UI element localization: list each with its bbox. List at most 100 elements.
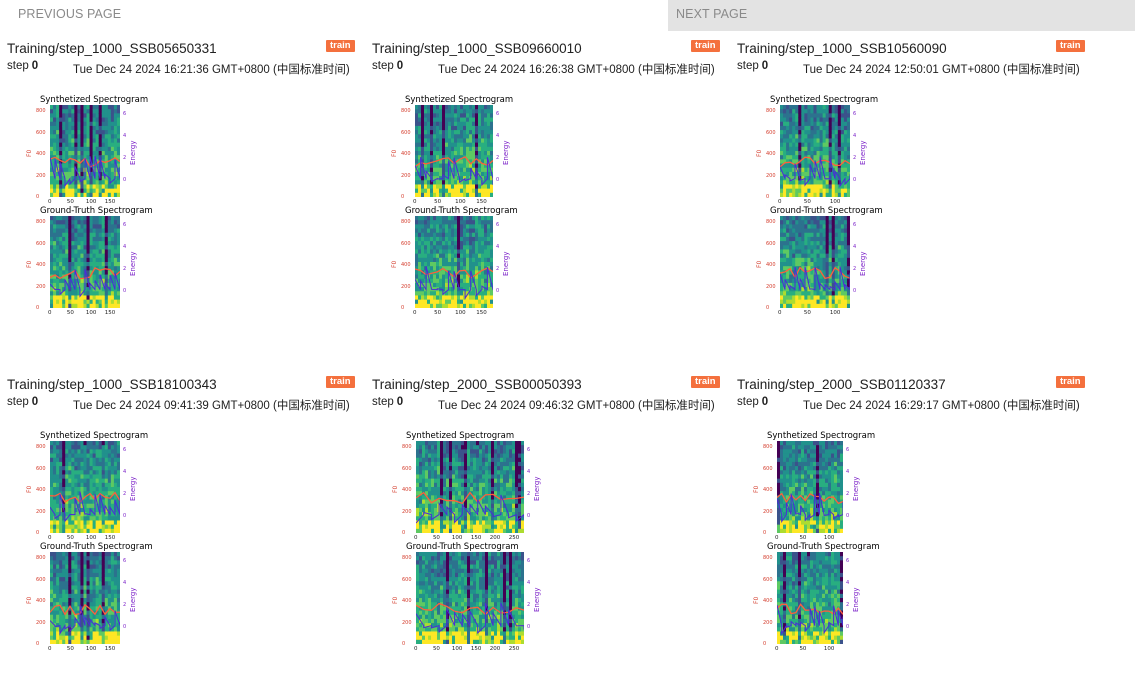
f0-tick-label: 400 xyxy=(766,262,776,268)
energy-axis-label: Energy xyxy=(852,476,860,501)
energy-tick-label: 4 xyxy=(123,469,126,475)
f0-tick-label: 200 xyxy=(36,173,46,179)
energy-tick-label: 6 xyxy=(123,447,126,453)
x-tick-label: 150 xyxy=(105,535,116,541)
next-page-button[interactable]: NEXT PAGE xyxy=(668,0,1135,31)
energy-axis-label: Energy xyxy=(129,587,137,612)
f0-axis-label: F0 xyxy=(753,597,760,604)
f0-axis-label: F0 xyxy=(392,597,399,604)
x-tick-label: 50 xyxy=(67,646,74,652)
step-value: 0 xyxy=(32,396,38,408)
subplot-title: Ground-Truth Spectrogram xyxy=(40,206,153,216)
subplot-title: Ground-Truth Spectrogram xyxy=(406,542,519,552)
f0-tick-label: 0 xyxy=(763,530,766,536)
x-tick-label: 0 xyxy=(48,199,52,205)
f0-tick-label: 400 xyxy=(402,487,412,493)
x-tick-label: 50 xyxy=(804,310,811,316)
run-tag-badge: train xyxy=(691,40,720,52)
f0-tick-label: 800 xyxy=(401,108,411,114)
x-tick-label: 100 xyxy=(455,199,466,205)
x-tick-label: 200 xyxy=(490,646,501,652)
f0-tick-label: 0 xyxy=(402,530,405,536)
f0-tick-label: 200 xyxy=(36,509,46,515)
x-tick-label: 100 xyxy=(824,535,835,541)
f0-tick-label: 600 xyxy=(402,577,412,583)
energy-tick-label: 4 xyxy=(846,580,849,586)
x-tick-label: 100 xyxy=(830,310,841,316)
subplot-title: Ground-Truth Spectrogram xyxy=(770,206,883,216)
spectrogram-image xyxy=(50,105,120,197)
x-tick-label: 150 xyxy=(471,535,482,541)
energy-axis-label: Energy xyxy=(129,140,137,165)
energy-tick-label: 0 xyxy=(853,177,856,183)
f0-tick-label: 600 xyxy=(766,241,776,247)
f0-tick-label: 400 xyxy=(766,151,776,157)
energy-tick-label: 6 xyxy=(123,558,126,564)
x-tick-label: 0 xyxy=(778,199,782,205)
x-tick-label: 0 xyxy=(48,646,52,652)
energy-tick-label: 2 xyxy=(853,155,856,161)
f0-tick-label: 0 xyxy=(36,305,39,311)
step-value: 0 xyxy=(397,396,403,408)
energy-tick-label: 4 xyxy=(496,244,499,250)
f0-tick-label: 400 xyxy=(402,598,412,604)
x-tick-label: 0 xyxy=(48,310,52,316)
energy-tick-label: 4 xyxy=(123,580,126,586)
x-tick-label: 0 xyxy=(414,646,418,652)
energy-tick-label: 4 xyxy=(527,469,530,475)
spectrogram-image xyxy=(50,441,120,533)
energy-axis-label: Energy xyxy=(129,251,137,276)
f0-tick-label: 200 xyxy=(402,620,412,626)
energy-tick-label: 0 xyxy=(123,288,126,294)
energy-tick-label: 2 xyxy=(527,602,530,608)
subplot-title: Synthetized Spectrogram xyxy=(767,431,875,441)
energy-axis-label: Energy xyxy=(859,140,867,165)
spectrogram-image xyxy=(780,216,850,308)
timestamp: Tue Dec 24 2024 09:41:39 GMT+0800 (中国标准时… xyxy=(73,397,350,413)
x-tick-label: 100 xyxy=(86,646,97,652)
x-tick-label: 50 xyxy=(433,646,440,652)
energy-axis-label: Energy xyxy=(533,587,541,612)
spectrogram-image xyxy=(416,552,524,644)
f0-tick-label: 0 xyxy=(766,305,769,311)
subplot-title: Synthetized Spectrogram xyxy=(40,95,148,105)
f0-tick-label: 200 xyxy=(36,620,46,626)
energy-tick-label: 6 xyxy=(496,222,499,228)
energy-tick-label: 0 xyxy=(853,288,856,294)
card-title: Training/step_1000_SSB10560090 xyxy=(737,41,947,56)
spectrogram-image xyxy=(780,105,850,197)
f0-tick-label: 800 xyxy=(36,219,46,225)
f0-tick-label: 0 xyxy=(36,194,39,200)
x-tick-label: 0 xyxy=(778,310,782,316)
x-tick-label: 0 xyxy=(48,535,52,541)
f0-tick-label: 200 xyxy=(763,509,773,515)
x-tick-label: 100 xyxy=(86,310,97,316)
x-tick-label: 0 xyxy=(414,535,418,541)
energy-tick-label: 4 xyxy=(496,133,499,139)
f0-tick-label: 600 xyxy=(763,577,773,583)
f0-tick-label: 400 xyxy=(763,598,773,604)
subplot-title: Ground-Truth Spectrogram xyxy=(767,542,880,552)
f0-tick-label: 600 xyxy=(766,130,776,136)
x-tick-label: 50 xyxy=(67,310,74,316)
step-value: 0 xyxy=(762,60,768,72)
energy-tick-label: 2 xyxy=(123,491,126,497)
f0-tick-label: 400 xyxy=(36,487,46,493)
x-tick-label: 150 xyxy=(471,646,482,652)
energy-tick-label: 2 xyxy=(853,266,856,272)
f0-tick-label: 800 xyxy=(763,444,773,450)
previous-page-button[interactable]: PREVIOUS PAGE xyxy=(0,0,668,31)
energy-tick-label: 0 xyxy=(496,177,499,183)
x-tick-label: 50 xyxy=(67,535,74,541)
x-tick-label: 100 xyxy=(86,199,97,205)
spectrogram-image xyxy=(777,552,843,644)
energy-tick-label: 0 xyxy=(527,624,530,630)
x-tick-label: 50 xyxy=(804,199,811,205)
step-value: 0 xyxy=(32,60,38,72)
x-tick-label: 50 xyxy=(799,535,806,541)
subplot-title: Synthetized Spectrogram xyxy=(40,431,148,441)
